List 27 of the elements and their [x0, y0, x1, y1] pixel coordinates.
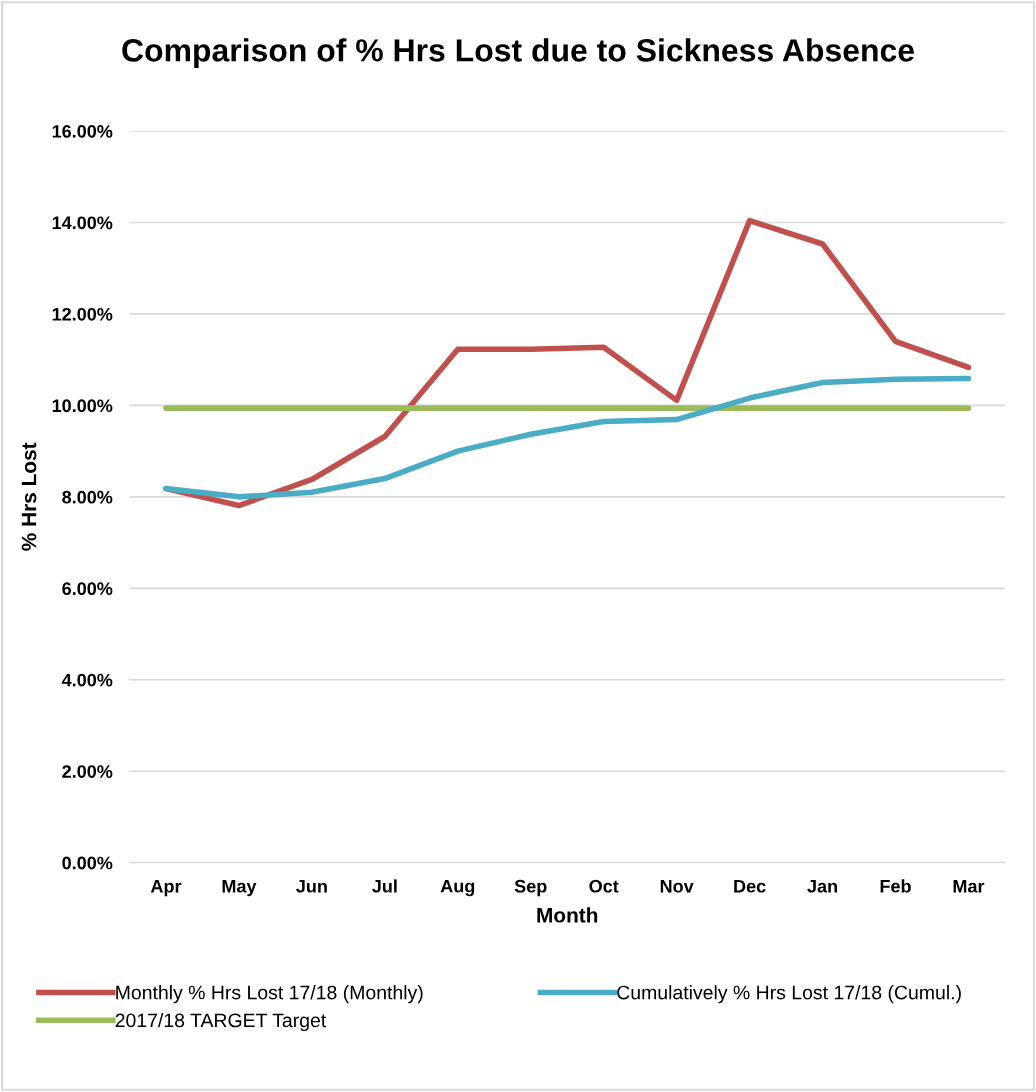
y-tick-label: 0.00% — [62, 856, 113, 870]
x-tick-label: Nov — [660, 880, 694, 893]
x-tick-label: Sep — [514, 879, 547, 897]
y-axis-title: % Hrs Lost — [21, 442, 37, 551]
chart-title: Comparison of % Hrs Lost due to Sickness Absence — [122, 38, 914, 68]
legend-label: 2017/18 TARGET Target — [115, 1012, 327, 1032]
x-tick-label: May — [222, 880, 257, 897]
x-tick-label: Apr — [150, 880, 182, 897]
x-tick-label: Jun — [296, 880, 327, 893]
x-tick-label: Mar — [953, 880, 985, 893]
x-axis-title: Month — [537, 907, 598, 923]
y-tick-label: 12.00% — [52, 307, 113, 321]
x-tick-label: Dec — [734, 880, 766, 893]
legend-label: Cumulatively % Hrs Lost 17/18 (Cumul.) — [617, 985, 961, 1004]
y-tick-label: 14.00% — [52, 216, 113, 230]
y-tick-label: 8.00% — [62, 490, 113, 504]
x-tick-label: Oct — [589, 879, 619, 893]
x-tick-label: Feb — [880, 879, 911, 893]
y-tick-label: 16.00% — [52, 124, 113, 138]
x-tick-label: Aug — [440, 879, 475, 897]
y-tick-label: 4.00% — [61, 673, 113, 687]
x-tick-label: Jul — [372, 879, 397, 893]
x-tick-label: Jan — [807, 880, 837, 893]
y-tick-label: 10.00% — [52, 399, 113, 413]
y-tick-label: 2.00% — [62, 765, 113, 778]
legend-label: Monthly % Hrs Lost 17/18 (Monthly) — [116, 985, 423, 1004]
y-tick-label: 6.00% — [62, 582, 113, 596]
